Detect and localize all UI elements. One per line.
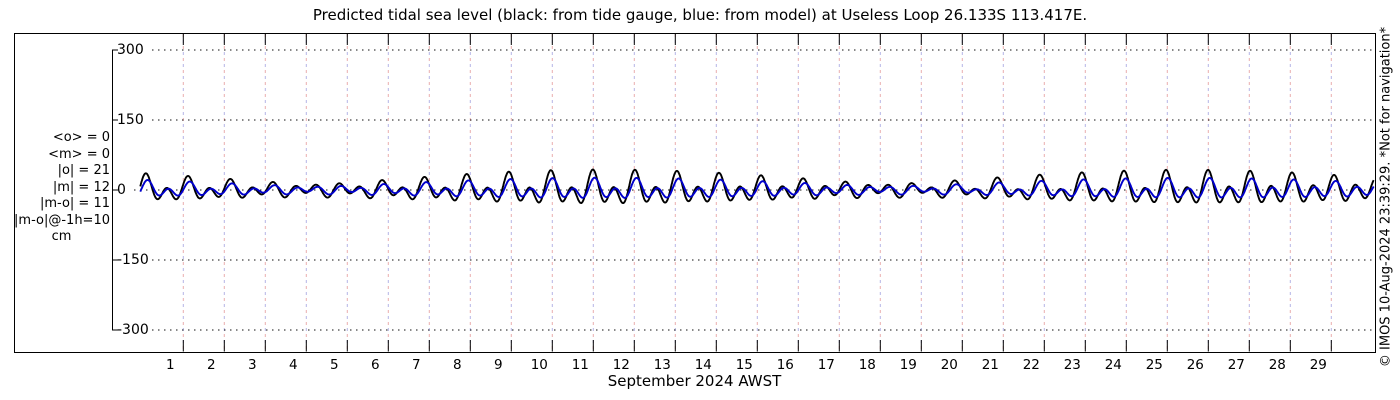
copyright-watermark: © IMOS 10-Aug-2024 23:39:29. *Not for na…: [1378, 26, 1394, 368]
day-tick-label: 4: [289, 357, 298, 373]
day-tick-label: 27: [1227, 357, 1245, 373]
stats-line: |m-o|@-1h=10: [14, 212, 110, 228]
day-tick-label: 29: [1309, 357, 1327, 373]
day-tick-label: 18: [858, 357, 876, 373]
stats-line: |m-o| = 11: [39, 196, 110, 211]
tide-gauge-series: [139, 168, 1375, 205]
stats-block: <o> = 0 <m> = 0 |o| = 21 |m| = 12 |m-o| = 11…: [13, 130, 110, 246]
day-tick-label: 5: [330, 357, 339, 373]
day-tick-label: 22: [1022, 357, 1040, 373]
y-tick-label: 0: [117, 182, 126, 198]
day-tick-label: 19: [899, 357, 917, 373]
day-tick-label: 11: [571, 357, 589, 373]
stats-line: |m| = 12: [52, 179, 110, 195]
y-tick-label: -300: [117, 322, 149, 338]
day-tick-label: 26: [1186, 357, 1204, 373]
day-tick-label: 24: [1104, 357, 1122, 373]
day-tick-label: 6: [371, 357, 380, 373]
day-tick-label: 28: [1268, 357, 1286, 373]
day-tick-label: 7: [412, 357, 421, 373]
stats-line: <o> = 0: [52, 130, 110, 145]
y-tick-label: -150: [117, 252, 149, 268]
day-tick-label: 16: [776, 357, 794, 373]
day-tick-label: 1: [166, 357, 175, 373]
day-tick-label: 9: [494, 357, 503, 373]
day-tick-label: 12: [612, 357, 630, 373]
day-tick-label: 3: [248, 357, 257, 373]
y-tick-label: 300: [117, 42, 144, 58]
x-axis-label: September 2024 AWST: [607, 372, 782, 390]
day-tick-label: 2: [207, 357, 216, 373]
stats-line: <m> = 0: [48, 146, 110, 162]
day-tick-label: 17: [817, 357, 835, 373]
day-tick-label: 20: [940, 357, 958, 373]
stats-line: |o| = 21: [57, 163, 110, 178]
day-tick-label: 23: [1063, 357, 1081, 373]
day-tick-label: 21: [981, 357, 999, 373]
day-tick-label: 15: [735, 357, 753, 373]
stats-units: cm: [51, 229, 72, 244]
day-tick-label: 13: [653, 357, 671, 373]
day-tick-label: 25: [1145, 357, 1163, 373]
y-tick-label: 150: [117, 112, 144, 128]
day-tick-label: 14: [694, 357, 712, 373]
day-tick-label: 10: [530, 357, 548, 373]
chart-title: Predicted tidal sea level (black: from t…: [312, 6, 1088, 24]
model-series: [139, 176, 1375, 199]
day-tick-label: 8: [453, 357, 462, 373]
